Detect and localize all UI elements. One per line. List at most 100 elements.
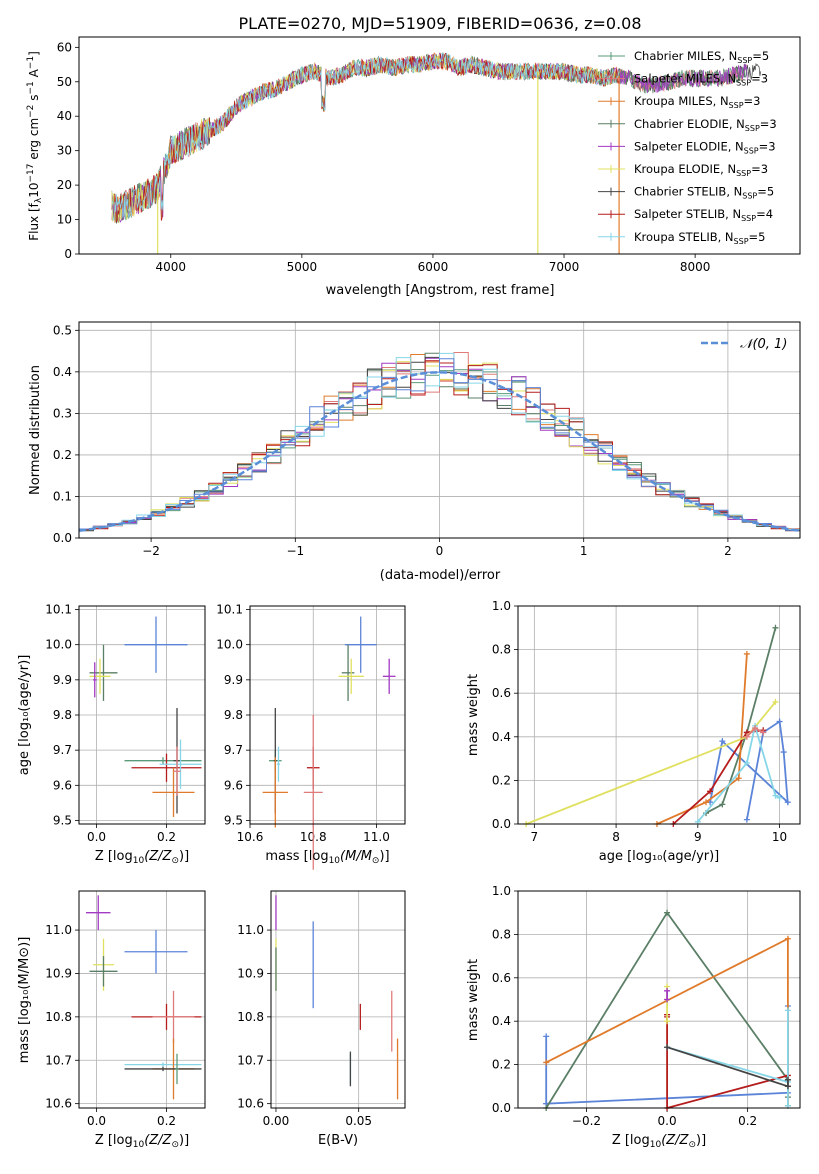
legend-label: Salpeter ELODIE, NSSP=3 xyxy=(634,139,776,155)
age-vs-Z-ylabel: age [log₁₀(age/yr)] xyxy=(17,655,32,776)
y-tick-label: 9.5 xyxy=(53,813,72,827)
weight-marker xyxy=(784,1007,791,1014)
y-tick-label: 10 xyxy=(57,213,72,227)
x-tick-label: 10.6 xyxy=(237,830,264,844)
weight-marker xyxy=(543,1059,550,1066)
y-tick-label: 10.6 xyxy=(45,1097,72,1111)
spectrum-panel: 4000 5000 6000 7000 8000 0 10 20 30 40 50 60 wavele… xyxy=(26,36,801,298)
weight-marker xyxy=(664,909,671,916)
y-tick-label: 0.4 xyxy=(53,365,72,379)
y-tick-label: 10.0 xyxy=(45,638,72,652)
spectrum-legend: Chabrier MILES, NSSP=5 Salpeter MILES, NS… xyxy=(598,49,777,246)
weight-line xyxy=(666,1046,789,1088)
y-tick-label: 0.2 xyxy=(492,1058,511,1072)
mass-vs-Z-ylabel: mass [log₁₀(M/M⊙)] xyxy=(17,937,32,1064)
y-tick-label: 10.7 xyxy=(45,1053,72,1067)
y-tick-label: 10.1 xyxy=(45,603,72,617)
residuals-xlabel: (data-model)/error xyxy=(380,568,501,583)
y-tick-label: 9.9 xyxy=(53,673,72,687)
y-tick-label: 9.8 xyxy=(53,708,72,722)
weight-marker xyxy=(780,749,787,756)
weight-marker xyxy=(743,759,750,766)
spectrum-xlabel: wavelength [Angstrom, rest frame] xyxy=(326,283,555,298)
y-tick-label: 10.9 xyxy=(45,966,72,980)
x-tick-label: 7000 xyxy=(549,260,580,274)
x-tick-label: 5000 xyxy=(287,260,318,274)
weight-vs-age-grid xyxy=(518,605,800,825)
x-tick-label: 0.0 xyxy=(87,1114,106,1128)
mass-vs-ebv-points xyxy=(275,895,399,1100)
mass-vs-Z-panel: 0.0 0.2 10.6 10.7 10.8 10.9 11.0 Z [log10(Z/Z⊙)… xyxy=(17,890,206,1150)
y-tick-label: 50 xyxy=(57,75,72,89)
y-tick-label: 9.7 xyxy=(53,743,72,757)
y-tick-label: 9.7 xyxy=(224,743,243,757)
weight-marker xyxy=(664,1044,671,1051)
y-tick-label: 0.6 xyxy=(492,686,511,700)
y-tick-label: 0 xyxy=(64,247,72,261)
weight-marker xyxy=(784,1076,791,1083)
weight-line xyxy=(672,729,764,825)
x-tick-label: 1 xyxy=(580,544,588,558)
weight-marker xyxy=(743,733,750,740)
y-tick-label: 0.0 xyxy=(492,817,511,831)
spectrum-series-line xyxy=(111,52,620,223)
age-vs-Z-points xyxy=(89,616,202,817)
y-tick-label: 0.2 xyxy=(53,448,72,462)
y-tick-label: 10.7 xyxy=(237,1053,264,1067)
x-tick-label: 0.2 xyxy=(157,1114,176,1128)
mass-vs-Z-xlabel: Z [log10(Z/Z⊙)] xyxy=(95,1133,189,1150)
weight-marker xyxy=(719,801,726,808)
x-tick-label: 10 xyxy=(772,830,787,844)
x-tick-label: 4000 xyxy=(155,260,186,274)
y-tick-label: 0.8 xyxy=(492,643,511,657)
age-vs-mass-points xyxy=(262,616,396,870)
x-tick-label: 0.00 xyxy=(263,1114,290,1128)
weight-vs-age-frame xyxy=(517,605,801,825)
residuals-ylabel: Normed distribution xyxy=(28,365,43,495)
y-tick-label: 11.0 xyxy=(45,923,72,937)
age-vs-Z-panel: 0.0 0.2 9.5 9.6 9.7 9.8 9.9 10.0 10.1 Z [log10(Z/… xyxy=(17,603,206,866)
x-tick-label: −2 xyxy=(142,544,160,558)
weight-marker xyxy=(784,1083,791,1090)
y-tick-label: 10.1 xyxy=(216,603,243,617)
y-tick-label: 0.4 xyxy=(492,1014,511,1028)
legend-label: Kroupa ELODIE, NSSP=3 xyxy=(634,162,768,178)
y-tick-label: 11.0 xyxy=(237,923,264,937)
weight-marker xyxy=(772,792,779,799)
x-tick-label: 0.0 xyxy=(87,830,106,844)
weight-vs-Z-frame xyxy=(517,890,801,1109)
mass-vs-ebv-panel: 0.00 0.05 10.6 10.7 10.8 10.9 11.0 E(B-V) xyxy=(237,890,406,1148)
y-tick-label: 10.6 xyxy=(237,1097,264,1111)
legend-label: Salpeter MILES, NSSP=3 xyxy=(634,72,768,88)
age-vs-Z-xlabel: Z [log10(Z/Z⊙)] xyxy=(95,849,189,866)
x-tick-label: 0.05 xyxy=(345,1114,372,1128)
mass-vs-Z-frame xyxy=(78,890,206,1109)
weight-vs-Z-ylabel: mass weight xyxy=(466,959,481,1041)
x-tick-label: −1 xyxy=(286,544,304,558)
mass-vs-ebv-xlabel: E(B-V) xyxy=(318,1133,358,1148)
y-tick-label: 0.0 xyxy=(53,531,72,545)
spectrum-axes-frame xyxy=(78,36,801,255)
y-tick-label: 1.0 xyxy=(492,599,511,613)
residual-histograms xyxy=(78,352,801,532)
residuals-legend: 𝒩(0, 1) xyxy=(701,337,787,352)
weight-marker xyxy=(719,738,726,745)
spectrum-ylabel: Flux [fλ10−17 erg cm−2 s−1 A−1] xyxy=(26,51,44,241)
weight-vs-age-lines xyxy=(523,624,791,827)
weight-vs-age-xlabel: age [log₁₀(age/yr)] xyxy=(599,849,720,864)
y-tick-label: 0.8 xyxy=(492,927,511,941)
x-tick-label: 8000 xyxy=(680,260,711,274)
y-tick-label: 0.4 xyxy=(492,730,511,744)
weight-vs-Z-panel: −0.2 0.0 0.2 0.0 0.2 0.4 0.6 0.8 1.0 Z [log10(Z/Z… xyxy=(466,884,801,1150)
y-tick-label: 0.0 xyxy=(492,1101,511,1115)
mass-vs-ebv-grid xyxy=(271,891,405,1108)
weight-marker xyxy=(776,794,783,801)
weight-marker xyxy=(784,935,791,942)
normal-reference-curve xyxy=(78,371,801,532)
x-tick-label: 6000 xyxy=(418,260,449,274)
y-tick-label: 10.9 xyxy=(237,966,264,980)
weight-marker xyxy=(735,775,742,782)
x-tick-label: −0.2 xyxy=(572,1114,601,1128)
weight-marker xyxy=(776,718,783,725)
